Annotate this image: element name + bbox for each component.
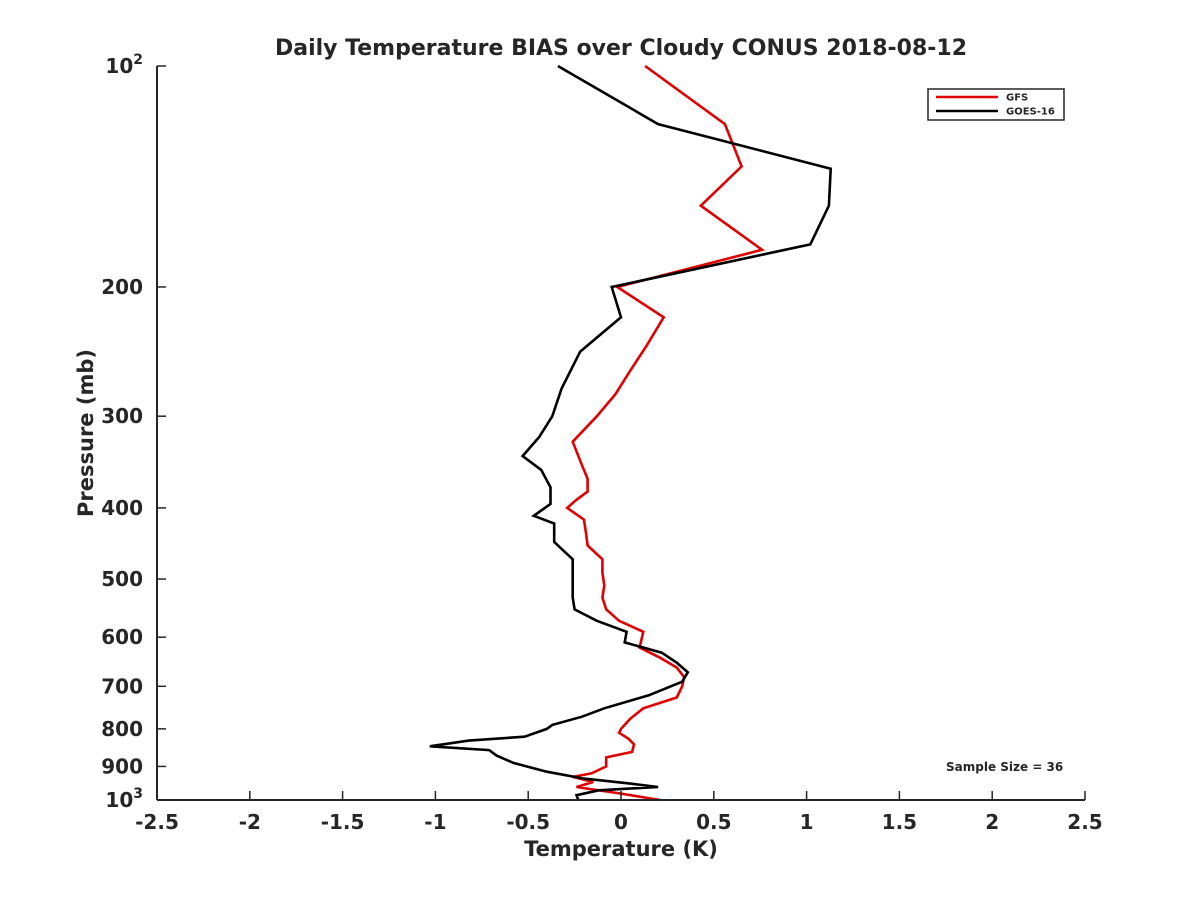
y-tick-label: 700 xyxy=(101,674,143,698)
x-axis-ticks: -2.5 -2 -1.5 -1 -0.5 0 0.5 1 1.5 2 2.5 xyxy=(135,791,1103,834)
x-tick-label: -0.5 xyxy=(506,810,550,834)
plot-area: -2.5 -2 -1.5 -1 -0.5 0 0.5 1 1.5 2 2.5 102 200 300 40… xyxy=(101,52,1102,834)
chart-title: Daily Temperature BIAS over Cloudy CONUS… xyxy=(275,36,967,61)
x-axis-label: Temperature (K) xyxy=(524,837,718,861)
y-tick-label: 300 xyxy=(101,404,143,428)
x-tick-label: 1 xyxy=(800,810,814,834)
x-tick-label: -1 xyxy=(424,810,446,834)
y-axis-ticks: 102 200 300 400 500 600 700 800 900 103 xyxy=(101,52,166,812)
y-tick-label: 102 xyxy=(105,52,143,78)
y-tick-label: 200 xyxy=(101,275,143,299)
y-tick-label: 600 xyxy=(101,625,143,649)
y-tick-label: 800 xyxy=(101,717,143,741)
legend-box xyxy=(927,88,1065,121)
legend-label-goes16: GOES-16 xyxy=(1006,107,1055,118)
y-tick-label: 900 xyxy=(101,754,143,778)
series-line-gfs xyxy=(565,64,766,802)
x-tick-label: -1.5 xyxy=(321,810,365,834)
x-tick-label: 2 xyxy=(985,810,999,834)
y-tick-label: 103 xyxy=(105,786,143,812)
legend: GFS GOES-16 xyxy=(927,88,1065,121)
x-tick-label: -2.5 xyxy=(135,810,179,834)
x-tick-label: 1.5 xyxy=(882,810,917,834)
x-tick-label: 2.5 xyxy=(1067,810,1102,834)
series-layer xyxy=(429,64,833,802)
series-line-goes-16 xyxy=(429,64,833,801)
x-tick-label: -2 xyxy=(239,810,261,834)
x-tick-label: 0 xyxy=(614,810,628,834)
sample-size-annotation: Sample Size = 36 xyxy=(946,760,1063,774)
x-tick-label: 0.5 xyxy=(696,810,731,834)
y-tick-label: 500 xyxy=(101,567,143,591)
legend-label-gfs: GFS xyxy=(1006,93,1028,104)
y-tick-label: 400 xyxy=(101,496,143,520)
y-axis-label: Pressure (mb) xyxy=(74,349,98,517)
